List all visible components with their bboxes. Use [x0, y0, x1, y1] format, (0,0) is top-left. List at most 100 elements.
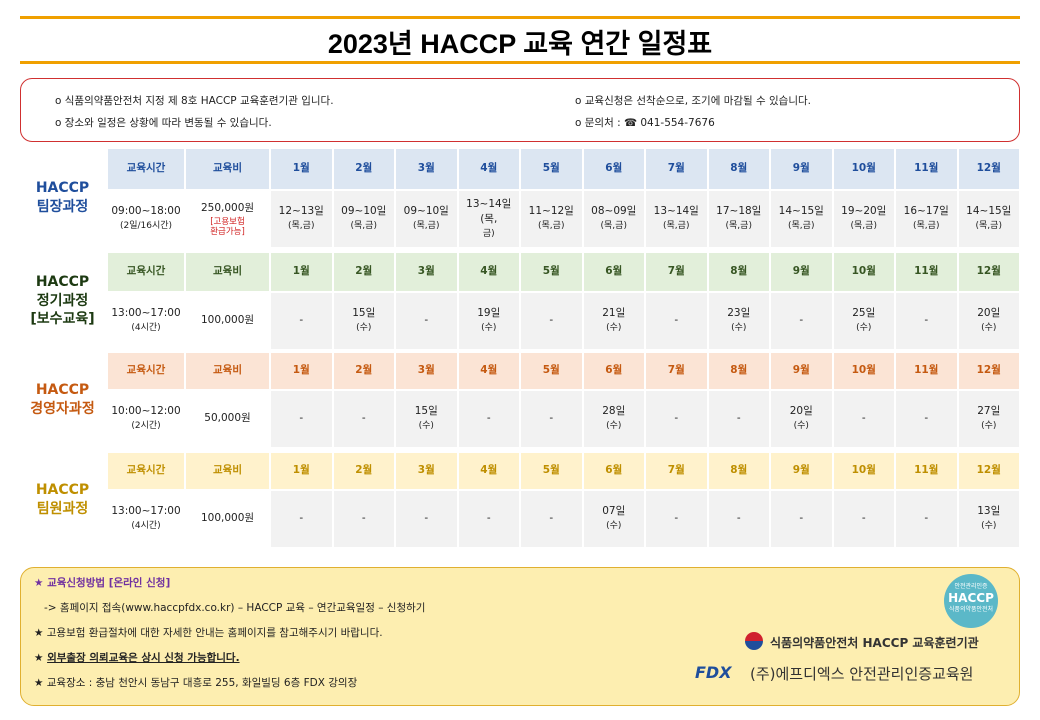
text: - — [924, 412, 929, 425]
data-cell: 20일 (수) — [957, 292, 1020, 350]
text: - — [736, 412, 741, 425]
data-cell: 25일 (수) — [832, 292, 895, 350]
column-header: 11월 — [895, 148, 958, 190]
text: 교육시간 — [126, 162, 166, 175]
text: 2월 — [355, 162, 373, 175]
text: 교육비 — [213, 162, 242, 175]
text: - — [861, 412, 866, 425]
text: 3월 — [417, 464, 435, 477]
text: - — [674, 412, 679, 425]
text: 8월 — [730, 162, 748, 175]
footer-box — [20, 567, 1020, 706]
text: (목,금) — [538, 221, 565, 232]
haccp-badge: 안전관리인증 HACCP 식품의약품안전처 — [944, 574, 998, 628]
text: 15일 — [352, 307, 376, 320]
data-cell: - — [332, 390, 395, 448]
column-header: 12월 — [957, 148, 1020, 190]
column-header: 1월 — [270, 252, 333, 292]
text: 6월 — [605, 265, 623, 278]
notice: o 장소와 일정은 상황에 따라 변동될 수 있습니다. — [55, 117, 272, 129]
footer-item: ★ 외부출장 의뢰교육은 상시 신청 가능합니다. — [34, 652, 240, 664]
column-header: 6월 — [582, 252, 645, 292]
text: 09~10일 — [341, 205, 387, 218]
column-header: 교육비 — [185, 252, 270, 292]
column-header: 8월 — [707, 352, 770, 390]
text: 13:00~17:00 — [111, 307, 181, 320]
text: - — [486, 412, 491, 425]
column-header: 교육시간 — [107, 452, 185, 490]
text: - — [424, 512, 429, 525]
column-header: 3월 — [395, 252, 458, 292]
text: 10월 — [851, 265, 876, 278]
column-header: 2월 — [332, 252, 395, 292]
text: - — [361, 412, 366, 425]
text: 6월 — [605, 464, 623, 477]
data-cell: 12~13일 (목,금) — [270, 190, 333, 248]
text: (4시간) — [131, 323, 161, 334]
text: 11월 — [914, 162, 939, 175]
text: 교육비 — [213, 265, 242, 278]
text: (2일/16시간) — [119, 221, 173, 232]
text: HACCP — [35, 273, 90, 290]
column-header: 4월 — [457, 148, 520, 190]
text: 50,000원 — [204, 412, 251, 425]
text: - — [674, 512, 679, 525]
notice-box — [20, 78, 1020, 142]
column-header: 5월 — [520, 452, 583, 490]
text: 6월 — [605, 364, 623, 377]
text: 7월 — [667, 162, 685, 175]
data-cell: 15일 (수) — [332, 292, 395, 350]
column-header: 3월 — [395, 352, 458, 390]
text: 9월 — [792, 162, 810, 175]
data-cell: 100,000원 — [185, 292, 270, 350]
text: 2월 — [355, 364, 373, 377]
text: 7월 — [667, 464, 685, 477]
text: (수) — [606, 521, 622, 532]
notice: o 식품의약품안전처 지정 제 8호 HACCP 교육훈련기관 입니다. — [55, 95, 334, 107]
footer-item: ★ 교육신청방법 [온라인 신청] — [34, 577, 171, 589]
text: 4월 — [480, 265, 498, 278]
text: 7월 — [667, 265, 685, 278]
text: 19일 — [477, 307, 501, 320]
text: [고용보험 — [210, 216, 245, 227]
notice: o 문의처 : ☎ 041-554-7676 — [575, 117, 715, 129]
column-header: 1월 — [270, 452, 333, 490]
text: (목,금) — [413, 221, 440, 232]
text: (수) — [606, 323, 622, 334]
column-header: 10월 — [832, 252, 895, 292]
column-header: 5월 — [520, 148, 583, 190]
text: 환급가능] — [210, 226, 245, 237]
badge-text: 안전관리인증 — [954, 583, 988, 590]
column-header: 3월 — [395, 452, 458, 490]
text: (수) — [606, 421, 622, 432]
column-header: 7월 — [645, 352, 708, 390]
text: 14~15일 — [966, 205, 1012, 218]
data-cell: 50,000원 — [185, 390, 270, 448]
text: (목,금) — [288, 221, 315, 232]
text: (수) — [356, 323, 372, 334]
text: 09:00~18:00 — [111, 205, 181, 218]
column-header: 9월 — [770, 252, 833, 292]
text: 10:00~12:00 — [111, 405, 181, 418]
text: - — [549, 412, 554, 425]
agency-emblem — [745, 632, 763, 650]
column-header: 12월 — [957, 252, 1020, 292]
text: 12월 — [976, 265, 1001, 278]
text: 교육비 — [213, 364, 242, 377]
column-header: 4월 — [457, 252, 520, 292]
column-header: 교육시간 — [107, 252, 185, 292]
column-header: 6월 — [582, 148, 645, 190]
column-header: 4월 — [457, 452, 520, 490]
text: 9월 — [792, 364, 810, 377]
text: 5월 — [542, 464, 560, 477]
text: 10월 — [851, 464, 876, 477]
column-header: 8월 — [707, 452, 770, 490]
text: 1월 — [292, 364, 310, 377]
column-header: 6월 — [582, 452, 645, 490]
text: 07일 — [602, 505, 626, 518]
text: (목,금) — [663, 221, 690, 232]
text: [보수교육] — [30, 311, 95, 328]
text: - — [861, 512, 866, 525]
data-cell: 08~09일 (목,금) — [582, 190, 645, 248]
